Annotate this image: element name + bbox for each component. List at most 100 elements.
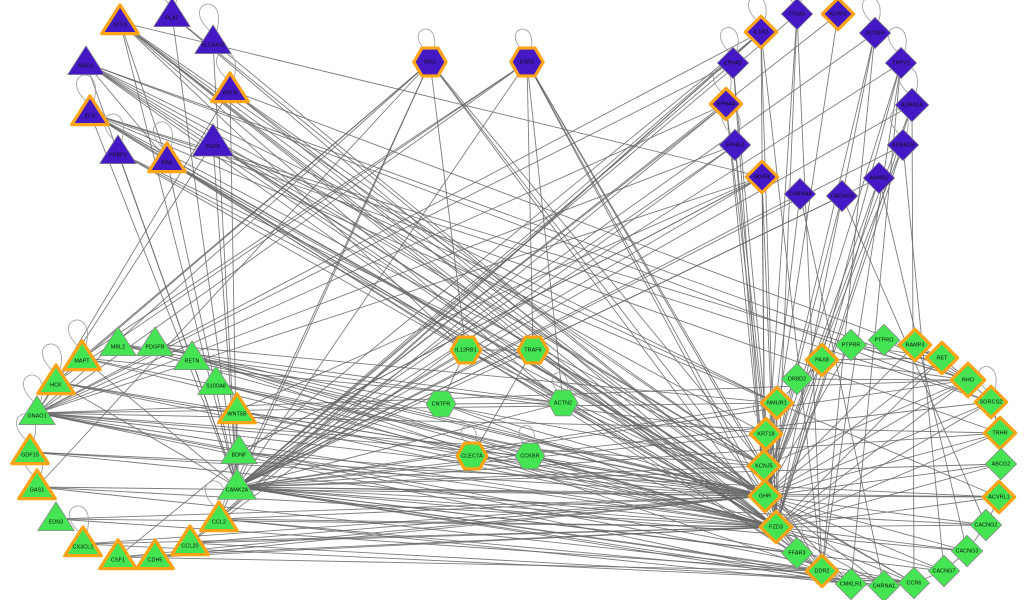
node-shape-triangle[interactable] xyxy=(153,0,191,27)
node-shape-triangle[interactable] xyxy=(217,392,257,425)
graph-node[interactable]: ESR2 xyxy=(509,46,545,78)
node-shape-triangle[interactable] xyxy=(170,524,210,557)
graph-node[interactable]: ADRA1A xyxy=(894,87,930,123)
node-shape-triangle[interactable] xyxy=(173,340,211,370)
node-shape-hexagon[interactable] xyxy=(455,441,489,471)
node-shape-hexagon[interactable] xyxy=(516,335,550,365)
node-shape-triangle[interactable] xyxy=(217,468,257,500)
node-shape-diamond[interactable] xyxy=(783,177,817,211)
node-shape-triangle[interactable] xyxy=(18,395,56,425)
graph-node[interactable]: TRAF6 xyxy=(516,335,550,365)
node-shape-triangle[interactable] xyxy=(37,501,75,531)
graph-node[interactable]: PDGFB xyxy=(136,326,174,356)
node-shape-diamond[interactable] xyxy=(716,46,750,80)
graph-node[interactable]: WNT5B xyxy=(217,392,257,425)
node-shape-triangle[interactable] xyxy=(70,94,110,127)
node-shape-triangle[interactable] xyxy=(194,24,232,54)
node-shape-diamond[interactable] xyxy=(973,384,1009,420)
node-shape-diamond[interactable] xyxy=(982,415,1018,451)
graph-node[interactable]: GAS1 xyxy=(17,468,57,501)
graph-node[interactable]: GNAO1 xyxy=(18,395,56,425)
node-shape-triangle[interactable] xyxy=(98,538,138,571)
node-shape-diamond[interactable] xyxy=(867,323,901,357)
node-shape-diamond[interactable] xyxy=(949,361,987,399)
node-shape-triangle[interactable] xyxy=(17,468,57,501)
node-shape-hexagon[interactable] xyxy=(547,389,579,417)
node-shape-triangle[interactable] xyxy=(36,363,76,396)
node-shape-diamond[interactable] xyxy=(780,536,814,570)
node-shape-diamond[interactable] xyxy=(744,159,780,195)
node-shape-diamond[interactable] xyxy=(894,87,930,123)
node-shape-diamond[interactable] xyxy=(886,128,920,162)
node-shape-diamond[interactable] xyxy=(804,553,840,589)
graph-node[interactable]: CCR6 xyxy=(897,566,931,600)
graph-node[interactable]: ITGA8 xyxy=(780,0,814,31)
node-shape-hexagon[interactable] xyxy=(514,442,546,470)
graph-node[interactable]: CACNG7 xyxy=(927,554,961,588)
node-shape-diamond[interactable] xyxy=(743,14,779,50)
node-shape-triangle[interactable] xyxy=(67,45,105,75)
node-shape-diamond[interactable] xyxy=(718,128,752,162)
graph-node[interactable]: EPHA3 xyxy=(718,128,752,162)
node-shape-diamond[interactable] xyxy=(924,340,960,376)
graph-node[interactable]: CACNG3 xyxy=(950,534,984,568)
graph-node[interactable]: ABCG2 xyxy=(984,447,1018,481)
nodes-layer[interactable]: NTF3PLATSLC6A12NRG1ARTNELNFGF6FNBP1FRKIR… xyxy=(10,0,1018,600)
graph-node[interactable]: ACVRL1 xyxy=(981,479,1017,515)
graph-node[interactable]: CX3CL1 xyxy=(63,525,103,558)
node-shape-diamond[interactable] xyxy=(759,385,795,421)
graph-node[interactable]: SCN3B xyxy=(858,16,892,50)
graph-node[interactable]: EDN3 xyxy=(37,501,75,531)
node-shape-triangle[interactable] xyxy=(210,71,250,104)
node-shape-hexagon[interactable] xyxy=(412,46,448,78)
graph-node[interactable]: CACNG2 xyxy=(969,508,1003,542)
graph-node[interactable]: NGFR xyxy=(744,159,780,195)
node-shape-diamond[interactable] xyxy=(780,362,814,396)
node-shape-triangle[interactable] xyxy=(220,434,258,464)
graph-node[interactable]: CLEC7A xyxy=(455,441,489,471)
node-shape-diamond[interactable] xyxy=(708,86,744,122)
graph-node[interactable]: PLAT xyxy=(153,0,191,27)
node-shape-diamond[interactable] xyxy=(884,46,918,80)
graph-node[interactable]: KLRF2 xyxy=(820,0,856,32)
node-shape-triangle[interactable] xyxy=(100,3,140,36)
node-shape-hexagon[interactable] xyxy=(449,335,483,365)
node-shape-diamond[interactable] xyxy=(984,447,1018,481)
graph-node[interactable]: NRG1 xyxy=(67,45,105,75)
node-shape-triangle[interactable] xyxy=(63,525,103,558)
node-shape-diamond[interactable] xyxy=(927,554,961,588)
node-shape-triangle[interactable] xyxy=(197,365,235,395)
node-shape-diamond[interactable] xyxy=(748,416,784,452)
node-shape-triangle[interactable] xyxy=(199,500,239,533)
node-shape-diamond[interactable] xyxy=(897,566,931,600)
node-shape-diamond[interactable] xyxy=(950,534,984,568)
node-shape-diamond[interactable] xyxy=(981,479,1017,515)
node-shape-triangle[interactable] xyxy=(135,538,175,571)
graph-node[interactable]: CSF1 xyxy=(98,538,138,571)
node-shape-triangle[interactable] xyxy=(62,339,102,372)
node-shape-triangle[interactable] xyxy=(10,433,50,466)
node-shape-hexagon[interactable] xyxy=(425,390,457,418)
graph-node[interactable]: IL12RB1 xyxy=(449,335,483,365)
node-shape-diamond[interactable] xyxy=(862,161,896,195)
node-shape-triangle[interactable] xyxy=(147,141,187,174)
graph-node[interactable]: GDF15 xyxy=(10,433,50,466)
graph-node[interactable]: TRHR xyxy=(982,415,1018,451)
node-shape-diamond[interactable] xyxy=(834,328,868,362)
graph-node[interactable]: NTF3 xyxy=(100,3,140,36)
graph-node[interactable]: CACNG4 xyxy=(825,179,859,213)
graph-node[interactable]: IL1R2 xyxy=(743,14,779,50)
node-shape-diamond[interactable] xyxy=(969,508,1003,542)
graph-node[interactable]: ARTN xyxy=(210,71,250,104)
graph-node[interactable]: CAMK2A xyxy=(217,468,257,500)
graph-node[interactable]: FFAR3 xyxy=(780,536,814,570)
node-shape-diamond[interactable] xyxy=(758,509,794,545)
node-shape-triangle[interactable] xyxy=(191,123,235,157)
graph-node[interactable]: FNBP1 xyxy=(99,134,137,164)
node-shape-diamond[interactable] xyxy=(804,342,840,378)
node-shape-diamond[interactable] xyxy=(820,0,856,32)
node-shape-diamond[interactable] xyxy=(867,569,901,600)
node-shape-diamond[interactable] xyxy=(825,179,859,213)
